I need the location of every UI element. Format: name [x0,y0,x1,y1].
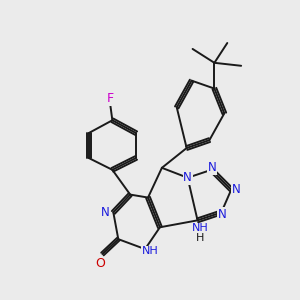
Text: N: N [208,161,217,174]
Text: N: N [232,183,241,196]
Text: NH: NH [142,246,158,256]
Text: N: N [218,208,227,221]
Text: N: N [101,206,110,219]
Text: F: F [107,92,114,105]
Text: H: H [196,233,205,243]
Text: NH: NH [192,223,209,233]
Text: O: O [95,257,105,270]
Text: N: N [183,171,192,184]
